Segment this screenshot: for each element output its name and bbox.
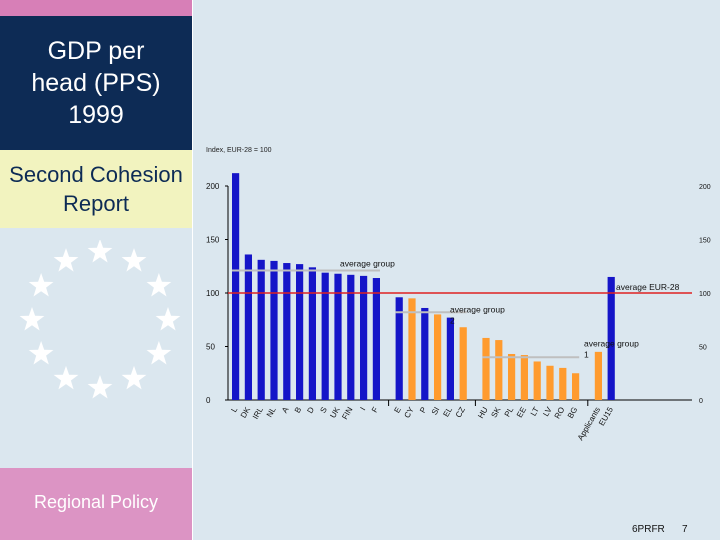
y-axis-label: Index, EUR-28 = 100 <box>206 147 272 154</box>
bar-p <box>421 307 429 400</box>
annotation-average-eur: average EUR-28 <box>616 282 680 292</box>
x-tick-label: F <box>370 405 380 414</box>
slide-title: GDP per head (PPS) 1999 <box>31 37 161 129</box>
x-tick-label: EE <box>515 406 528 420</box>
x-tick-label: DK <box>239 405 253 420</box>
bar-cz <box>459 327 467 400</box>
bar-cy <box>408 298 416 400</box>
star-icon <box>87 375 113 399</box>
divider-line <box>192 0 193 540</box>
x-tick-label: P <box>418 406 428 415</box>
x-tick-label: EL <box>441 405 454 418</box>
bar-pl <box>508 353 516 400</box>
title-panel: GDP per head (PPS) 1999 <box>0 16 192 150</box>
x-tick-label: A <box>280 405 291 415</box>
star-icon <box>53 248 79 272</box>
star-icon <box>28 341 54 365</box>
x-tick-label: D <box>305 405 316 415</box>
bar-sk <box>495 340 503 400</box>
bar-s <box>321 272 329 400</box>
bar-ee <box>520 355 528 400</box>
y-tick-label-left: 200 <box>206 182 220 191</box>
bar-d <box>308 267 316 400</box>
star-icon <box>28 273 54 297</box>
bar-lv <box>546 365 554 400</box>
star-icon <box>53 365 79 390</box>
annotation-average-group-2: average group <box>450 304 505 314</box>
x-tick-label: CZ <box>454 405 467 419</box>
x-tick-label: S <box>318 406 328 415</box>
annotation-average-group-1b: average group <box>584 339 639 349</box>
y-tick-label-right: 100 <box>699 291 711 298</box>
y-tick-label-left: 0 <box>206 396 211 405</box>
bar-bg <box>572 373 580 400</box>
x-tick-label: HU <box>476 405 490 420</box>
y-tick-label-right: 150 <box>699 238 711 245</box>
bar-i <box>360 275 368 400</box>
bar-nl <box>270 260 278 400</box>
slide-subtitle: Second Cohesion Report <box>9 162 183 216</box>
bar-irl <box>257 259 265 400</box>
x-tick-label: SK <box>489 405 502 419</box>
x-tick-label: PL <box>503 405 516 418</box>
top-accent-bar <box>0 0 192 16</box>
gdp-chart: Index, EUR-28 = 100 0 0 50 50 100 100 150 150 200… <box>206 147 711 442</box>
annotation-average-group-1: average group <box>340 259 395 269</box>
star-icon <box>155 307 181 331</box>
x-tick-label: L <box>229 405 239 414</box>
bar-dk <box>244 254 252 400</box>
y-tick-label-right: 0 <box>699 398 703 405</box>
footer-panel <box>0 468 192 540</box>
bar-a <box>283 263 291 400</box>
star-icon <box>87 240 113 263</box>
annotation-average-group-1b-num: 1 <box>584 350 589 360</box>
x-tick-label: NL <box>265 405 278 419</box>
bar-f <box>372 278 380 400</box>
bar-applicants <box>594 351 602 400</box>
star-icon <box>121 365 147 390</box>
annotation-average-group-2-num: 2 <box>450 315 455 325</box>
bar-fin <box>347 274 355 400</box>
x-tick-label: FIN <box>340 405 354 421</box>
bar-si <box>434 314 442 400</box>
x-tick-label: BG <box>566 406 580 421</box>
bar-ro <box>559 367 567 400</box>
y-tick-label-left: 100 <box>206 289 220 298</box>
y-tick-label-left: 150 <box>206 236 220 245</box>
y-tick-label-right: 200 <box>699 184 711 191</box>
bar-el <box>446 317 454 400</box>
bar-uk <box>334 273 342 400</box>
x-tick-label: RO <box>553 406 567 421</box>
star-icon <box>121 248 147 272</box>
page-number: 7 <box>682 524 688 535</box>
star-icon <box>19 307 45 331</box>
bar-l <box>232 173 240 400</box>
bar-lt <box>533 361 541 400</box>
x-tick-label: LT <box>529 405 541 417</box>
x-tick-label: I <box>358 406 367 412</box>
bar-eu15 <box>607 276 615 400</box>
bar-b <box>296 264 304 400</box>
x-tick-label: EU15 <box>597 405 615 427</box>
star-icon <box>146 273 172 297</box>
x-tick-label: B <box>293 406 303 415</box>
subtitle-panel: Second Cohesion Report <box>0 150 192 228</box>
x-tick-label: IRL <box>251 405 265 421</box>
x-tick-label: SI <box>430 406 442 417</box>
y-tick-label-right: 50 <box>699 345 707 352</box>
star-icon <box>146 341 172 365</box>
x-tick-label: CY <box>402 405 416 420</box>
footer-label: Regional Policy <box>33 492 159 512</box>
y-tick-label-left: 50 <box>206 343 215 352</box>
eu-stars-logo <box>19 240 181 399</box>
x-tick-label: E <box>392 406 402 415</box>
bar-e <box>395 297 403 400</box>
bar-hu <box>482 337 490 400</box>
slide-code: 6PRFR <box>632 524 665 535</box>
